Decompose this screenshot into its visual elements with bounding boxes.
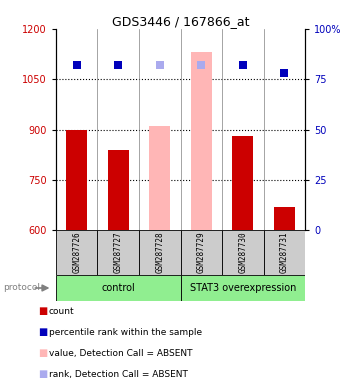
Text: STAT3 overexpression: STAT3 overexpression bbox=[190, 283, 296, 293]
Bar bbox=[56, 230, 97, 275]
Text: GSM287729: GSM287729 bbox=[197, 232, 206, 273]
Bar bbox=[191, 52, 212, 230]
Bar bbox=[232, 136, 253, 230]
Text: ■: ■ bbox=[38, 306, 47, 316]
Bar bbox=[66, 129, 87, 230]
Text: count: count bbox=[49, 306, 74, 316]
Bar bbox=[264, 230, 305, 275]
Text: ■: ■ bbox=[38, 327, 47, 337]
Bar bbox=[139, 230, 180, 275]
Text: GSM287731: GSM287731 bbox=[280, 232, 289, 273]
Text: ■: ■ bbox=[38, 348, 47, 358]
Text: percentile rank within the sample: percentile rank within the sample bbox=[49, 328, 202, 337]
Bar bbox=[222, 230, 264, 275]
Text: GSM287726: GSM287726 bbox=[72, 232, 81, 273]
Bar bbox=[56, 275, 180, 301]
Title: GDS3446 / 167866_at: GDS3446 / 167866_at bbox=[112, 15, 249, 28]
Bar bbox=[180, 230, 222, 275]
Text: control: control bbox=[101, 283, 135, 293]
Bar bbox=[149, 126, 170, 230]
Bar bbox=[180, 275, 305, 301]
Text: GSM287730: GSM287730 bbox=[238, 232, 247, 273]
Bar bbox=[108, 150, 129, 230]
Text: protocol: protocol bbox=[4, 283, 40, 293]
Text: rank, Detection Call = ABSENT: rank, Detection Call = ABSENT bbox=[49, 370, 188, 379]
Bar bbox=[274, 207, 295, 230]
Text: ■: ■ bbox=[38, 369, 47, 379]
Bar bbox=[97, 230, 139, 275]
Text: value, Detection Call = ABSENT: value, Detection Call = ABSENT bbox=[49, 349, 192, 358]
Text: GSM287728: GSM287728 bbox=[155, 232, 164, 273]
Text: GSM287727: GSM287727 bbox=[114, 232, 123, 273]
